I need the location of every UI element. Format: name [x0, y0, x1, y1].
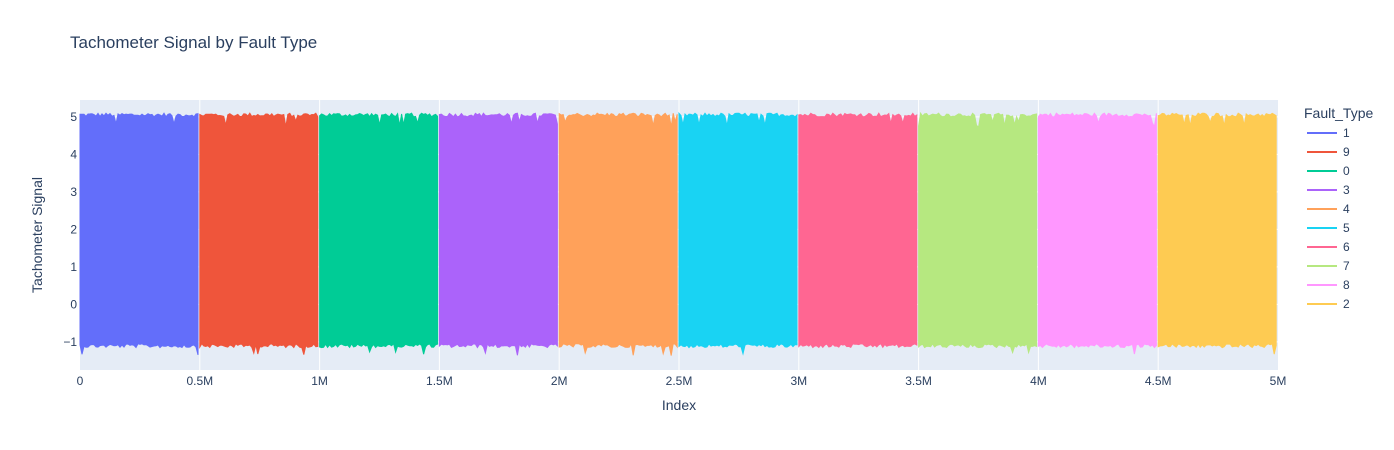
y-tick-label: 1 — [70, 260, 77, 274]
x-tick-label: 5M — [1270, 374, 1287, 388]
x-tick-label: 4.5M — [1145, 374, 1172, 388]
series-band-8 — [1037, 112, 1157, 355]
series-band-4 — [558, 112, 678, 356]
legend-label-3[interactable]: 3 — [1343, 183, 1350, 197]
y-tick-label: 3 — [70, 185, 77, 199]
legend: Fault_Type 1 9 0 3 4 5 6 7 8 2 — [1304, 105, 1373, 311]
y-axis-title: Tachometer Signal — [29, 177, 45, 293]
series-band-7 — [918, 111, 1038, 355]
y-tick-label: 5 — [70, 110, 77, 124]
chart-title: Tachometer Signal by Fault Type — [70, 33, 318, 52]
legend-label-6[interactable]: 6 — [1343, 240, 1350, 254]
series-band-9 — [199, 112, 319, 355]
series-band-5 — [678, 112, 798, 356]
x-tick-label: 2.5M — [666, 374, 693, 388]
series-band-6 — [798, 112, 918, 349]
x-axis-title: Index — [662, 397, 696, 413]
x-tick-label: 0.5M — [186, 374, 213, 388]
x-tick-label: 3.5M — [905, 374, 932, 388]
x-tick-label: 2M — [551, 374, 568, 388]
y-tick-label: 4 — [70, 147, 77, 161]
legend-label-9[interactable]: 9 — [1343, 145, 1350, 159]
legend-label-7[interactable]: 7 — [1343, 259, 1350, 273]
y-tick-label: 0 — [70, 297, 77, 311]
x-tick-label: 3M — [790, 374, 807, 388]
x-tick-label: 0 — [77, 374, 84, 388]
legend-label-0[interactable]: 0 — [1343, 164, 1350, 178]
x-tick-label: 1M — [311, 374, 328, 388]
x-tick-label: 4M — [1030, 374, 1047, 388]
legend-label-4[interactable]: 4 — [1343, 202, 1350, 216]
legend-label-1[interactable]: 1 — [1343, 126, 1350, 140]
axis-layer: 0 0.5M 1M 1.5M 2M 2.5M 3M 3.5M 4M 4.5M 5M −1 0 1 2 3 4 5 I… — [29, 110, 1286, 413]
series-layer — [79, 111, 1277, 356]
x-tick-label: 1.5M — [426, 374, 453, 388]
y-tick-label: 2 — [70, 222, 77, 236]
series-band-1 — [79, 112, 199, 356]
series-band-2 — [1157, 112, 1277, 355]
series-band-3 — [438, 112, 558, 356]
y-tick-label: −1 — [63, 335, 77, 349]
legend-title: Fault_Type — [1304, 105, 1373, 121]
series-band-0 — [319, 112, 439, 355]
legend-label-5[interactable]: 5 — [1343, 221, 1350, 235]
legend-label-2[interactable]: 2 — [1343, 297, 1350, 311]
legend-label-8[interactable]: 8 — [1343, 278, 1350, 292]
